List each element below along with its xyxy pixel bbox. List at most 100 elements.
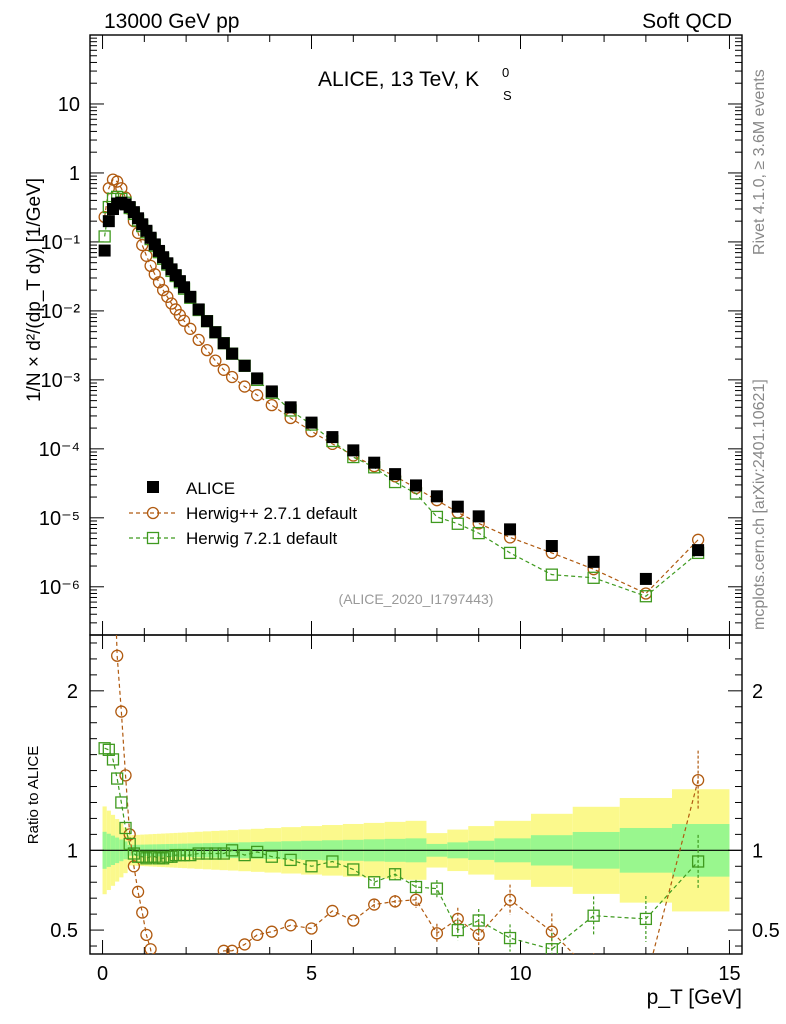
ratio-herwigpp-point [136, 906, 149, 919]
ratio-series [98, 526, 705, 987]
main-y-tick-label: 1 [69, 163, 80, 185]
analysis-id: (ALICE_2020_I1797443) [339, 591, 494, 607]
herwigpp-point [265, 398, 278, 412]
herwig7-point [98, 230, 111, 243]
ratio-herwig7-point [430, 882, 444, 895]
alice-point [545, 540, 558, 553]
ratio-herwigpp-point [107, 526, 118, 537]
alice-point [201, 315, 214, 328]
legend-marker-herwigpp [146, 506, 160, 520]
ratio-herwigpp-point [166, 972, 177, 983]
main-y-tick-label: 10⁻² [41, 301, 81, 323]
ratio-herwig7-point [127, 847, 141, 860]
legend-label-herwig7: Herwig 7.2.1 default [186, 529, 337, 548]
ratio-herwigpp-point [111, 649, 124, 662]
ratio-herwig7-point [156, 852, 170, 865]
alice-point [184, 290, 197, 303]
alice-point [265, 385, 278, 398]
main-y-tick-label: 10 [58, 94, 80, 116]
ratio-herwig7-point [111, 772, 124, 785]
ratio-y-axis-label: Ratio to ALICE [25, 746, 42, 844]
main-y-tick-label: 10⁻⁶ [39, 577, 80, 599]
ratio-herwig7-point [184, 848, 197, 862]
ratio-herwig7-point [545, 943, 558, 954]
ratio-herwigpp-point [251, 928, 264, 942]
ratio-herwigpp-point [170, 972, 181, 983]
header-right: Soft QCD [642, 10, 732, 33]
alice-point [238, 359, 251, 372]
ratio-y-tick-label-left: 2 [67, 681, 78, 703]
ratio-herwigpp-point [640, 976, 651, 987]
ratio-herwig7-point [238, 848, 251, 862]
alice-point [692, 544, 705, 557]
legend-marker-herwig7 [146, 531, 160, 545]
ratio-herwigpp-point [225, 944, 239, 954]
x-tick-labels: 0 5 10 15 [97, 963, 741, 985]
ratio-herwigpp-point [131, 885, 145, 898]
alice-point [251, 372, 264, 385]
ratio-herwigpp-point [326, 904, 339, 918]
ratio-y-tick-label-left: 1 [67, 840, 78, 862]
herwigpp-point [156, 283, 170, 297]
alice-point [430, 490, 443, 503]
ratio-herwigpp-point [545, 925, 558, 938]
plot-title-subscript: S [503, 88, 512, 103]
legend: ALICE Herwig++ 2.7.1 default Herwig 7.2.… [129, 479, 357, 548]
herwig7-point [587, 571, 600, 584]
herwig7-point [472, 526, 485, 540]
ratio-herwigpp-point [149, 972, 160, 983]
ratio-herwig7-point [200, 847, 214, 860]
alice-point [178, 281, 191, 294]
ratio-y-tick-label-right: 2 [752, 681, 763, 703]
ratio-herwig7-point [209, 847, 222, 860]
ratio-herwig7-point [347, 863, 360, 876]
ratio-herwigpp-point [127, 860, 141, 873]
x-axis-label: p_T [GeV] [647, 986, 742, 1009]
ratio-herwig7-point [123, 837, 136, 851]
ratio-herwigpp-point [347, 914, 360, 927]
alice-point [226, 347, 239, 360]
ratio-herwigpp-point [284, 919, 297, 932]
ratio-herwigpp-point [162, 972, 173, 983]
axis-ticks [90, 34, 742, 954]
ratio-herwig7-point [691, 855, 705, 868]
alice-point [368, 456, 381, 469]
alice-point [209, 326, 222, 339]
alice-point [192, 303, 205, 316]
ratio-herwig7-point [388, 868, 402, 881]
ratio-herwig7-point [140, 852, 153, 865]
ratio-herwig7-point [639, 912, 653, 926]
ratio-herwig7-point [106, 753, 120, 766]
ratio-herwigpp-point [430, 927, 444, 940]
main-y-tick-label: 10⁻³ [41, 370, 81, 392]
herwigpp-point [251, 389, 264, 402]
alice-point [102, 215, 115, 228]
herwigpp-point [161, 290, 174, 303]
ratio-y-tick-label-right: 1 [752, 840, 763, 862]
ratio-herwig7-point [165, 850, 178, 863]
ratio-herwigpp-point [103, 526, 114, 537]
main-y-tick-labels: 10⁻⁶ 10⁻⁵ 10⁻⁴ 10⁻³ 10⁻² 10⁻¹ 1 10 [39, 94, 81, 599]
ratio-herwigpp-point [588, 969, 599, 980]
ratio-herwigpp-point [179, 972, 190, 983]
plot-title-superscript: 0 [502, 65, 509, 80]
ratio-herwig7-point [472, 914, 485, 927]
alice-point [347, 444, 360, 457]
ratio-herwigpp-point [368, 898, 381, 911]
ratio-herwig7-point [148, 850, 161, 863]
ratio-herwig7-point [451, 923, 464, 937]
x-tick-label: 0 [97, 963, 108, 985]
herwigpp-point [200, 343, 214, 357]
main-y-tick-label: 10⁻⁴ [39, 439, 80, 461]
ratio-y-tick-labels: 0.5 0.5 1 1 2 2 [50, 681, 780, 942]
mcplots-label: mcplots.cern.ch [arXiv:2401.10621] [751, 379, 768, 630]
ratio-herwigpp-point [691, 773, 705, 787]
herwig7-point [451, 517, 464, 530]
alice-point [305, 416, 318, 429]
herwigpp-point [192, 333, 205, 347]
ratio-herwigpp-point [174, 972, 185, 983]
ratio-herwigpp-point [140, 928, 153, 942]
main-y-axis-label: 1/N × d²/(dp_T dy) [1/GeV] [24, 178, 45, 402]
herwig7-point [639, 590, 653, 603]
herwigpp-point [691, 533, 705, 546]
